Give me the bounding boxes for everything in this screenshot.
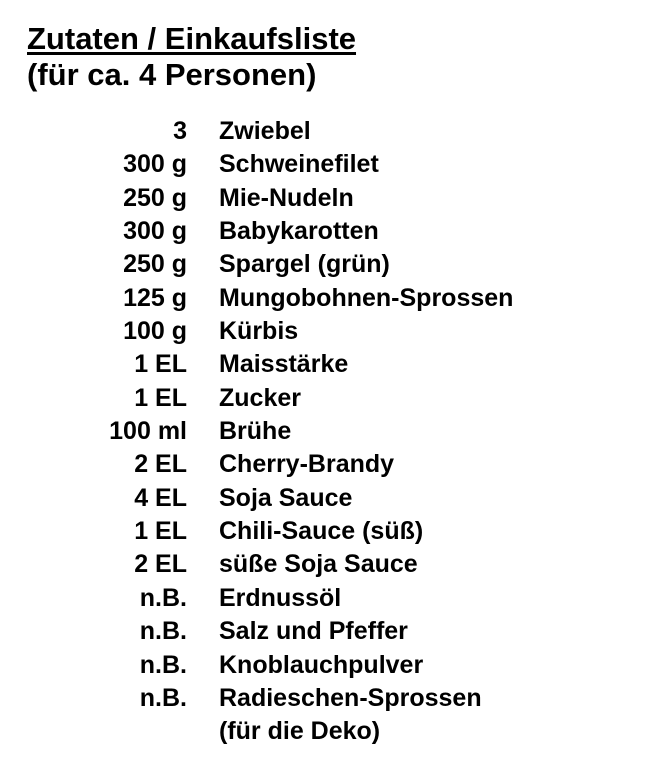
ingredient-name: Zucker	[219, 383, 301, 412]
ingredient-quantity: 300 g	[123, 150, 187, 179]
ingredient-name: Cherry-Brandy	[219, 450, 395, 479]
ingredient-name: Chili-Sauce (süß)	[219, 517, 424, 546]
ingredient-quantity: 1 EL	[134, 517, 187, 546]
ingredient-name: Schweinefilet	[219, 150, 379, 179]
ingredient-name: Spargel (grün)	[219, 250, 390, 279]
ingredient-quantity: n.B.	[139, 683, 187, 712]
ingredient-name: Zwiebel	[219, 117, 311, 145]
ingredient-quantity: 100 g	[123, 317, 187, 346]
ingredient-name: Mungobohnen-Sprossen	[219, 283, 514, 312]
ingredient-name: Radieschen-Sprossen	[219, 683, 482, 712]
ingredient-quantity: 2 EL	[134, 450, 187, 479]
ingredient-quantity: 4 EL	[134, 483, 187, 512]
ingredient-name: Salz und Pfeffer	[219, 617, 408, 646]
ingredient-quantity: 250 g	[123, 183, 187, 212]
ingredient-name: Brühe	[219, 417, 292, 446]
ingredient-quantity: 1 EL	[134, 383, 187, 412]
ingredient-name: Mie-Nudeln	[219, 183, 354, 212]
ingredient-quantity: 125 g	[123, 283, 187, 312]
ingredient-name: Erdnussöl	[219, 583, 342, 612]
heading: Zutaten / Einkaufsliste (für ca. 4 Perso…	[27, 21, 356, 93]
ingredient-name: Soja Sauce	[219, 483, 353, 512]
ingredient-quantity: 3	[173, 117, 187, 145]
ingredient-quantity: n.B.	[139, 650, 187, 679]
ingredient-quantity: 250 g	[123, 250, 187, 279]
page-title: Zutaten / Einkaufsliste	[27, 21, 357, 56]
page-subtitle: (für ca. 4 Personen)	[27, 57, 317, 92]
ingredient-name: süße Soja Sauce	[219, 550, 418, 579]
ingredient-quantity: 2 EL	[134, 550, 187, 579]
ingredient-quantity: 1 EL	[134, 350, 187, 379]
ingredient-name: Kürbis	[219, 317, 299, 346]
ingredient-name: Maisstärke	[219, 350, 349, 379]
ingredient-quantity: 300 g	[123, 217, 187, 246]
ingredient-name: Knoblauchpulver	[219, 650, 424, 679]
ingredient-quantity: n.B.	[139, 583, 187, 612]
ingredient-name: Babykarotten	[219, 217, 379, 246]
ingredient-quantity: 100 ml	[109, 417, 187, 446]
ingredient-quantity: n.B.	[139, 617, 187, 646]
ingredient-name: (für die Deko)	[219, 717, 381, 746]
